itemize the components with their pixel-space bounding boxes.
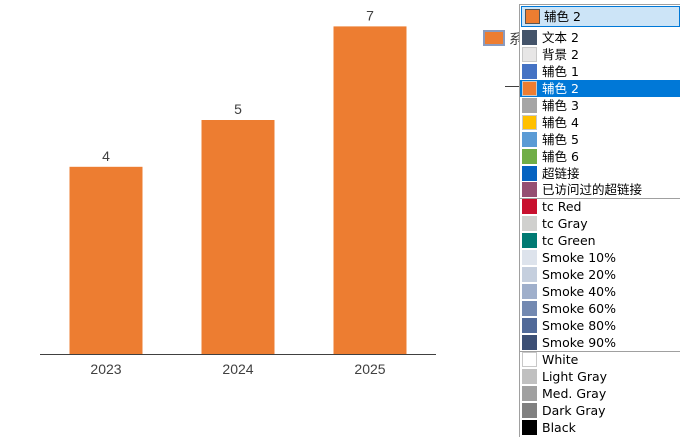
color-swatch-icon [522, 131, 537, 147]
color-option-label: Med. Gray [542, 385, 607, 401]
color-swatch-icon [522, 317, 537, 333]
color-dropdown[interactable]: 辅色 2 文本 2 背景 2 辅色 1 辅色 2 辅色 3 辅色 4 辅色 5 辅色 6 超链接… [519, 4, 680, 437]
color-swatch-icon [522, 419, 537, 435]
color-option[interactable]: tc Gray [520, 215, 680, 232]
color-option-label: 辅色 1 [542, 63, 579, 79]
bar-2024[interactable] [201, 120, 275, 354]
x-tick-label-2024: 2024 [222, 361, 253, 377]
bar-2025[interactable] [333, 26, 407, 355]
color-option[interactable]: 辅色 3 [520, 97, 680, 114]
color-option[interactable]: 已访问过的超链接 [520, 181, 680, 198]
color-option-label: Smoke 60% [542, 301, 616, 316]
color-swatch-icon [522, 63, 537, 79]
color-option-label: 文本 2 [542, 30, 579, 45]
color-swatch-icon [522, 284, 537, 300]
color-option-label: Smoke 20% [542, 267, 616, 283]
color-option-label: tc Red [542, 199, 582, 215]
color-option-label: tc Green [542, 233, 596, 249]
color-options-list: 文本 2 背景 2 辅色 1 辅色 2 辅色 3 辅色 4 辅色 5 辅色 6 超链接 已访问过的… [520, 29, 680, 436]
color-option-label: Smoke 90% [542, 334, 616, 350]
selected-color-label: 辅色 2 [544, 9, 581, 24]
color-option-label: 超链接 [542, 165, 580, 181]
color-option-label: Smoke 80% [542, 317, 616, 333]
color-option-label: 辅色 3 [542, 97, 579, 113]
color-swatch-icon [522, 334, 537, 350]
data-label-2025: 7 [366, 7, 374, 23]
color-option[interactable]: 辅色 5 [520, 131, 680, 148]
color-option[interactable]: Smoke 40% [520, 283, 680, 300]
color-option[interactable]: Smoke 10% [520, 249, 680, 266]
color-option[interactable]: tc Red [520, 198, 680, 215]
color-option-label: 背景 2 [542, 46, 579, 62]
color-option[interactable]: Black [520, 419, 680, 436]
color-option[interactable]: Dark Gray [520, 402, 680, 419]
color-swatch-icon [522, 233, 537, 249]
color-swatch-icon [522, 114, 537, 130]
bar-chart: 4 2023 5 2024 7 2025 [40, 7, 436, 377]
x-tick-label-2023: 2023 [90, 361, 121, 377]
dropdown-selected-value[interactable]: 辅色 2 [521, 6, 680, 27]
color-option[interactable]: Smoke 60% [520, 300, 680, 317]
color-swatch-icon [522, 46, 537, 62]
color-option[interactable]: 辅色 4 [520, 114, 680, 131]
bar-2023[interactable] [69, 166, 143, 354]
color-option[interactable]: 背景 2 [520, 46, 680, 63]
color-option[interactable]: Smoke 20% [520, 266, 680, 283]
color-option[interactable]: 辅色 1 [520, 63, 680, 80]
color-option-label: tc Gray [542, 216, 588, 232]
legend-swatch[interactable] [483, 30, 505, 46]
color-swatch-icon [522, 165, 537, 181]
color-option-label: 辅色 6 [542, 148, 579, 164]
color-swatch-icon [522, 368, 537, 384]
color-option-label: 辅色 4 [542, 114, 579, 130]
color-option[interactable]: 文本 2 [520, 29, 680, 46]
color-swatch-icon [522, 30, 537, 45]
legend-line [505, 86, 519, 87]
color-option[interactable]: tc Green [520, 232, 680, 249]
color-swatch-icon [522, 80, 537, 96]
color-swatch-icon [522, 199, 537, 215]
color-option[interactable]: Light Gray [520, 368, 680, 385]
color-option[interactable]: Med. Gray [520, 385, 680, 402]
color-swatch-icon [522, 267, 537, 283]
color-option-label: Dark Gray [542, 402, 606, 418]
color-swatch-icon [522, 351, 537, 367]
color-option-label: 已访问过的超链接 [542, 182, 643, 198]
color-option-label: 辅色 2 [542, 80, 579, 96]
color-swatch-icon [522, 182, 537, 198]
x-tick-label-2025: 2025 [354, 361, 385, 377]
color-option-label: Light Gray [542, 368, 608, 384]
color-option-label: Black [542, 419, 576, 435]
color-swatch-icon [522, 97, 537, 113]
color-option[interactable]: Smoke 80% [520, 317, 680, 334]
color-swatch-icon [522, 148, 537, 164]
color-option[interactable]: Smoke 90% [520, 334, 680, 351]
legend-label: 系 [509, 32, 520, 48]
color-option-label: Smoke 40% [542, 284, 616, 300]
color-option-label: Smoke 10% [542, 250, 616, 266]
color-swatch-icon [522, 250, 537, 266]
data-label-2024: 5 [234, 101, 242, 117]
selected-color-swatch-icon [525, 9, 540, 24]
data-label-2023: 4 [102, 148, 110, 164]
color-option-label: 辅色 5 [542, 131, 579, 147]
color-swatch-icon [522, 385, 537, 401]
color-swatch-icon [522, 301, 537, 316]
color-option-label: White [542, 351, 579, 367]
color-swatch-icon [522, 402, 537, 418]
color-option[interactable]: 超链接 [520, 165, 680, 182]
color-swatch-icon [522, 216, 537, 232]
color-option[interactable]: 辅色 6 [520, 148, 680, 165]
color-option[interactable]: 辅色 2 [520, 79, 680, 97]
color-option[interactable]: White [520, 350, 680, 368]
